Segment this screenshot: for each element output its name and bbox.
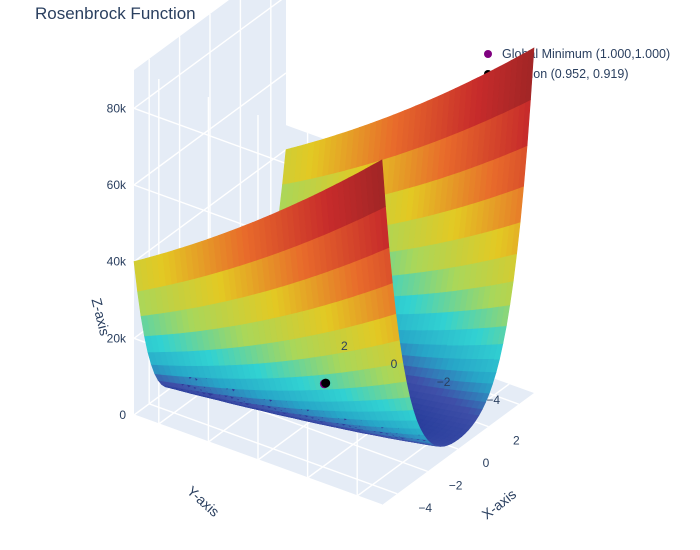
chart-title: Rosenbrock Function [35, 4, 196, 23]
surface-patch [133, 259, 144, 292]
legend-label-solution: Solution (0.952, 0.919) [502, 67, 629, 81]
z-tick-label: 20k [107, 331, 127, 345]
x-tick-label: 2 [513, 434, 520, 448]
y-tick-label: 0 [391, 357, 398, 371]
y-tick-label: −4 [486, 393, 500, 407]
legend-label-global-minimum: Global Minimum (1.000,1.000) [502, 47, 671, 61]
z-tick-label: 80k [107, 101, 127, 115]
point-solution[interactable] [321, 378, 331, 388]
z-tick-label: 0 [119, 408, 126, 422]
y-tick-label: 2 [341, 339, 348, 353]
y-tick-label: −2 [437, 375, 451, 389]
z-tick-label: 60k [107, 178, 127, 192]
rosenbrock-surface [133, 47, 535, 447]
legend: Global Minimum (1.000,1.000) Solution (0… [482, 44, 670, 84]
surface-patch [282, 147, 292, 185]
x-tick-label: −2 [449, 478, 463, 492]
z-tick-label: 40k [107, 255, 127, 269]
x-axis-title: X-axis [479, 486, 520, 523]
y-axis-title: Y-axis [184, 483, 223, 520]
x-tick-label: 0 [483, 456, 490, 470]
z-axis-title: Z-axis [88, 296, 113, 337]
x-tick-label: −4 [418, 501, 432, 515]
scatter-points [319, 378, 331, 389]
legend-marker-global-minimum [484, 50, 492, 58]
legend-item-global-minimum[interactable]: Global Minimum (1.000,1.000) [482, 44, 670, 64]
